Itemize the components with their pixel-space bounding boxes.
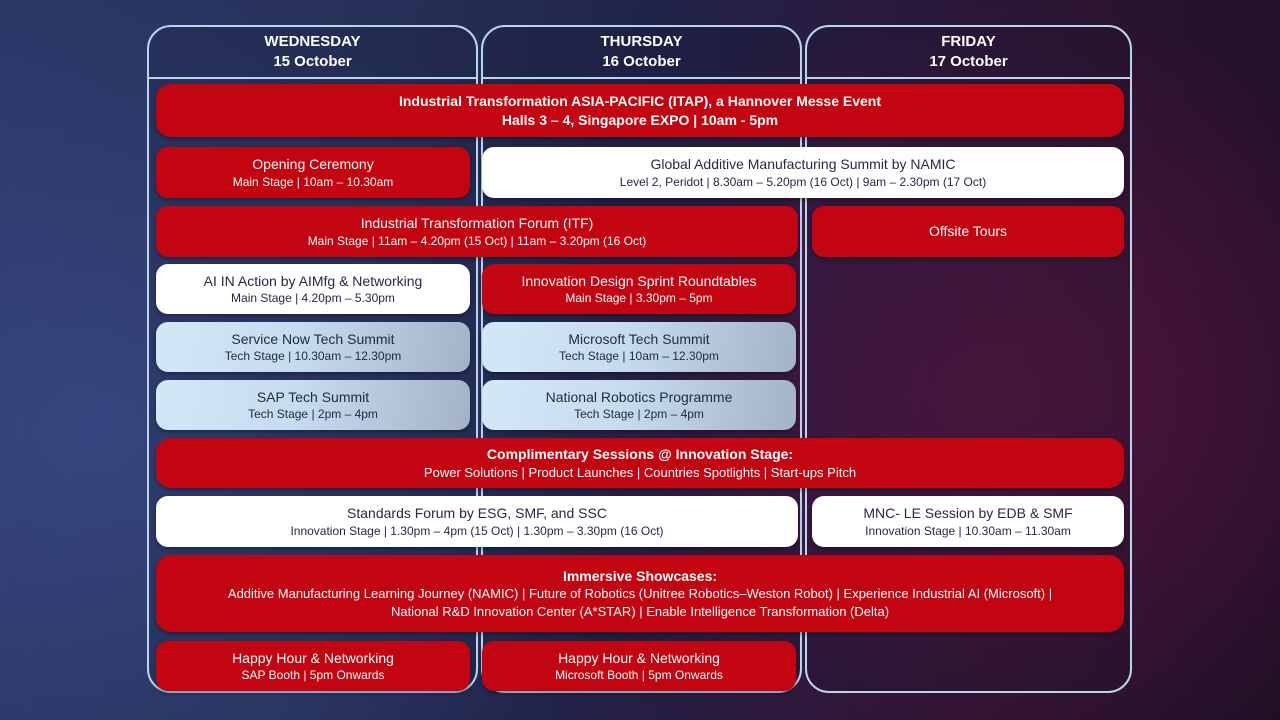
event-title: Offsite Tours [928, 223, 1008, 240]
day-date: 15 October [273, 53, 352, 70]
event-details-line1: Additive Manufacturing Learning Journey … [227, 586, 1053, 602]
event-details-line2: National R&D Innovation Center (A*STAR) … [390, 603, 890, 619]
event-details: Innovation Stage | 10.30am – 11.30am [865, 523, 1071, 538]
event-title: Happy Hour & Networking [232, 649, 394, 666]
event-title: Service Now Tech Summit [231, 330, 395, 347]
event-details: Tech Stage | 10am – 12.30pm [559, 349, 719, 364]
event-offsite-tours: Offsite Tours [812, 206, 1124, 257]
day-date: 17 October [929, 53, 1008, 70]
event-title: Immersive Showcases: [562, 567, 718, 584]
event-opening-ceremony: Opening Ceremony Main Stage | 10am – 10.… [156, 147, 470, 198]
event-title: Microsoft Tech Summit [568, 330, 710, 347]
day-name: WEDNESDAY [264, 32, 361, 50]
event-details: Level 2, Peridot | 8.30am – 5.20pm (16 O… [619, 174, 987, 189]
event-title: Industrial Transformation Forum (ITF) [360, 215, 594, 232]
event-title: Complimentary Sessions @ Innovation Stag… [486, 445, 794, 462]
event-global-additive-summit: Global Additive Manufacturing Summit by … [482, 147, 1124, 198]
event-microsoft-tech-summit: Microsoft Tech Summit Tech Stage | 10am … [482, 322, 796, 372]
day-header-thursday: THURSDAY 16 October [483, 27, 800, 79]
event-details: Halls 3 – 4, Singapore EXPO | 10am - 5pm [501, 111, 779, 128]
event-details: Innovation Stage | 1.30pm – 4pm (15 Oct)… [290, 523, 664, 538]
day-name: FRIDAY [941, 32, 996, 50]
event-title: SAP Tech Summit [256, 388, 370, 405]
event-details: Tech Stage | 2pm – 4pm [574, 407, 704, 422]
event-happy-hour-microsoft: Happy Hour & Networking Microsoft Booth … [482, 641, 796, 691]
event-title: MNC- LE Session by EDB & SMF [863, 505, 1073, 522]
event-immersive-showcases-banner: Immersive Showcases: Additive Manufactur… [156, 555, 1124, 632]
event-details: Power Solutions | Product Launches | Cou… [423, 464, 857, 480]
event-details: Tech Stage | 2pm – 4pm [248, 407, 378, 422]
event-details: SAP Booth | 5pm Onwards [241, 668, 385, 683]
event-itap-banner: Industrial Transformation ASIA-PACIFIC (… [156, 84, 1124, 137]
event-innovation-design-sprint: Innovation Design Sprint Roundtables Mai… [482, 264, 796, 314]
event-title: Innovation Design Sprint Roundtables [521, 272, 757, 289]
event-servicenow-tech-summit: Service Now Tech Summit Tech Stage | 10.… [156, 322, 470, 372]
event-title: Happy Hour & Networking [558, 649, 720, 666]
event-national-robotics-programme: National Robotics Programme Tech Stage |… [482, 380, 796, 430]
event-title: Global Additive Manufacturing Summit by … [650, 156, 956, 173]
event-standards-forum: Standards Forum by ESG, SMF, and SSC Inn… [156, 496, 798, 547]
event-details: Main Stage | 10am – 10.30am [232, 174, 394, 189]
event-title: Standards Forum by ESG, SMF, and SSC [347, 505, 607, 522]
event-title: National Robotics Programme [545, 388, 733, 405]
event-happy-hour-sap: Happy Hour & Networking SAP Booth | 5pm … [156, 641, 470, 691]
event-details: Main Stage | 11am – 4.20pm (15 Oct) | 11… [307, 233, 647, 248]
event-details: Tech Stage | 10.30am – 12.30pm [224, 349, 402, 364]
event-ai-in-action: AI IN Action by AIMfg & Networking Main … [156, 264, 470, 314]
event-title: Industrial Transformation ASIA-PACIFIC (… [398, 92, 882, 109]
day-date: 16 October [602, 53, 681, 70]
event-mnc-le-session: MNC- LE Session by EDB & SMF Innovation … [812, 496, 1124, 547]
day-header-wednesday: WEDNESDAY 15 October [149, 27, 476, 79]
event-title: AI IN Action by AIMfg & Networking [203, 272, 423, 289]
event-details: Microsoft Booth | 5pm Onwards [555, 668, 723, 683]
event-industrial-transformation-forum: Industrial Transformation Forum (ITF) Ma… [156, 206, 798, 257]
day-name: THURSDAY [600, 32, 683, 50]
event-sap-tech-summit: SAP Tech Summit Tech Stage | 2pm – 4pm [156, 380, 470, 430]
event-details: Main Stage | 4.20pm – 5.30pm [231, 291, 395, 306]
event-details: Main Stage | 3.30pm – 5pm [565, 291, 713, 306]
day-header-friday: FRIDAY 17 October [807, 27, 1130, 79]
event-complimentary-sessions-banner: Complimentary Sessions @ Innovation Stag… [156, 438, 1124, 488]
event-title: Opening Ceremony [252, 156, 374, 173]
